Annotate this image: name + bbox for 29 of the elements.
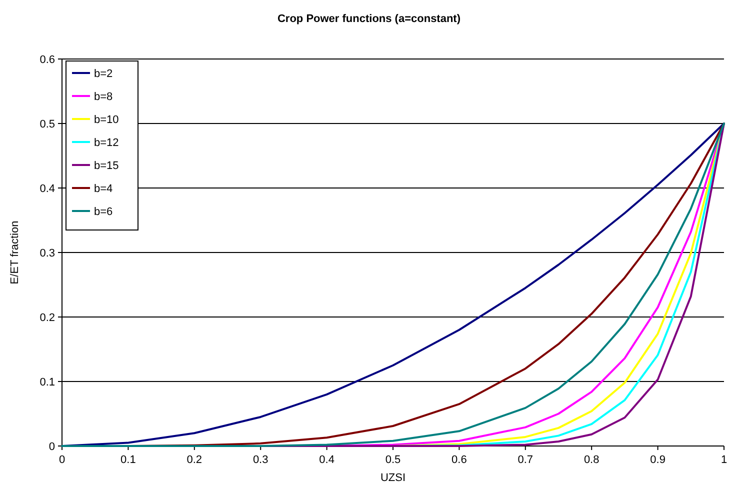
x-tick-label: 0 [58,454,66,466]
line-series [61,122,725,447]
x-tick-label: 0.1 [120,454,136,466]
x-tick-label: 0.8 [584,454,600,466]
legend-label: b=2 [94,68,113,80]
y-axis-title: E/ET fraction [9,220,21,284]
x-tick-label: 0.5 [385,454,401,466]
legend-label: b=15 [94,160,119,172]
chart-title: Crop Power functions (a=constant) [277,13,461,25]
x-tick-label: 0.3 [252,454,268,466]
legend-label: b=8 [94,90,113,103]
x-tick-label: 1 [720,454,728,466]
x-tick-label: 0.2 [186,454,202,466]
y-tick-label: 0.6 [40,54,55,66]
y-tick-label: 0 [48,440,55,453]
y-tick-label: 0.1 [40,376,55,388]
x-tick-label: 0.6 [452,454,467,466]
y-tick-label: 0.2 [40,312,55,324]
y-tick-label: 0.4 [40,182,55,195]
legend-label: b=6 [94,206,113,218]
legend-label: b=12 [94,136,119,149]
x-tick-label: 0.9 [650,454,666,466]
x-tick-label: 0.4 [319,454,334,466]
y-tick-label: 0.5 [40,118,55,130]
x-tick-label: 0.7 [518,454,534,466]
y-tick-label: 0.3 [40,247,55,260]
x-axis-title: UZSI [380,472,406,484]
legend-label: b=10 [94,114,119,126]
legend-label: b=4 [94,182,113,195]
